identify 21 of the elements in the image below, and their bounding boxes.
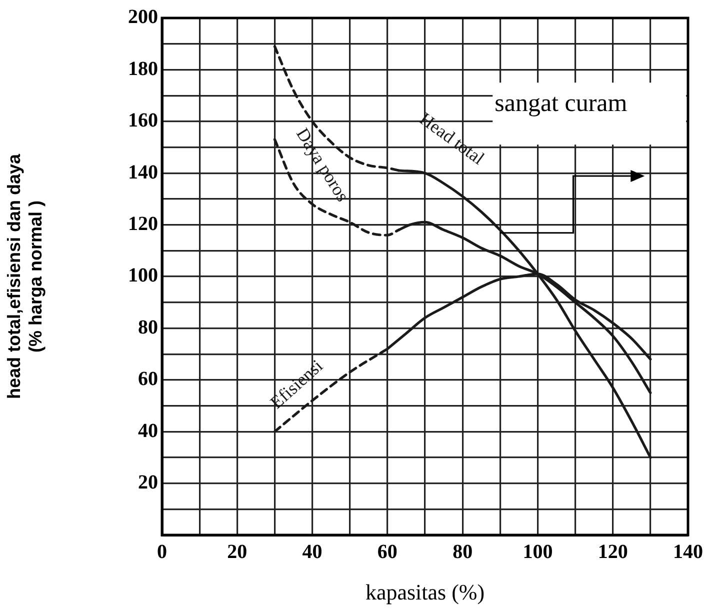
x-tick-label: 40 bbox=[302, 541, 322, 564]
y-tick-label: 140 bbox=[128, 161, 158, 184]
y-tick-label: 100 bbox=[128, 264, 158, 287]
x-tick-label: 0 bbox=[157, 541, 167, 564]
y-tick-label: 200 bbox=[128, 6, 158, 28]
x-tick-label: 140 bbox=[673, 541, 703, 564]
x-tick-label: 120 bbox=[598, 541, 628, 564]
x-tick-label: 60 bbox=[377, 541, 398, 564]
annotation: sangat curam bbox=[494, 90, 628, 118]
x-tick-label: 80 bbox=[452, 541, 473, 564]
y-axis-title: head total,efisiensi dan daya (% harga normal ) bbox=[4, 152, 46, 400]
y-tick-label: 180 bbox=[128, 58, 158, 80]
x-tick-label: 20 bbox=[227, 541, 248, 564]
y-tick-label: 80 bbox=[138, 316, 158, 338]
x-tick-label: 100 bbox=[522, 541, 553, 564]
y-tick-label: 160 bbox=[128, 110, 158, 132]
y-tick-label: 20 bbox=[138, 471, 158, 494]
x-axis-title: kapasitas (%) bbox=[365, 580, 485, 605]
y-tick-label: 40 bbox=[138, 420, 158, 442]
y-tick-label: 60 bbox=[138, 368, 158, 390]
y-tick-label: 120 bbox=[128, 212, 158, 235]
